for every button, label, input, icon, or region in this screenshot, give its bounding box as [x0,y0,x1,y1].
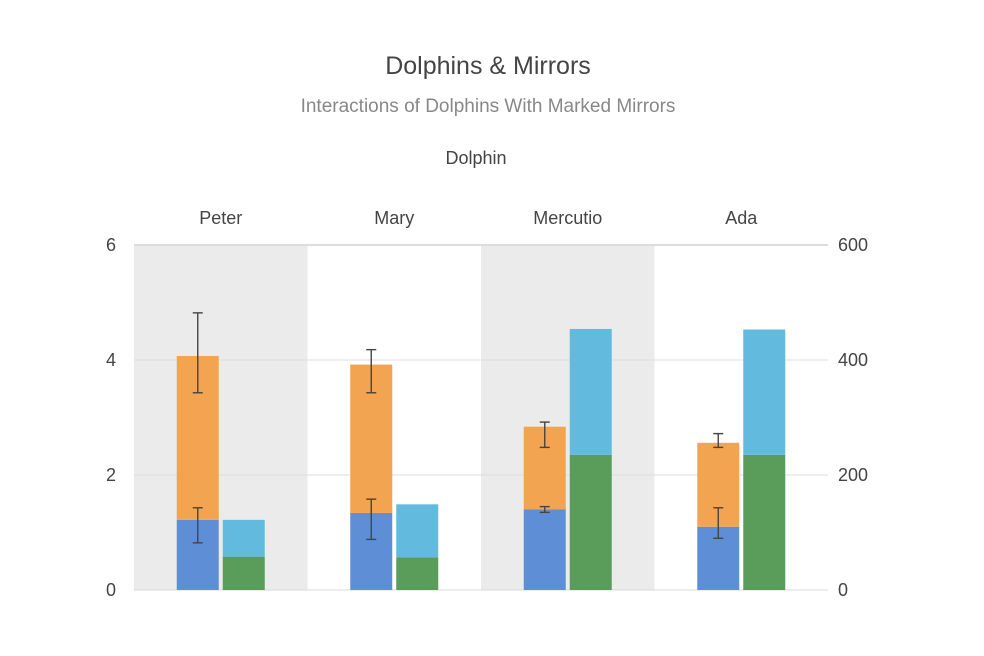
left-tick-label: 2 [106,465,116,485]
left-tick-label: 6 [106,235,116,255]
category-band [481,245,655,590]
chart-subtitle: Interactions of Dolphins With Marked Mir… [301,96,676,117]
left-tick-label: 4 [106,350,116,370]
x-axis-title: Dolphin [445,148,506,168]
category-label: Mercutio [533,208,602,228]
axis-labels: 0 2 4 6 0 200 400 600 Peter Mary Mercutio Ada [106,208,868,600]
left-tick-label: 0 [106,580,116,600]
right-tick-label: 400 [838,350,868,370]
bar [569,328,612,455]
bar [743,329,786,455]
category-label: Peter [199,208,242,228]
right-tick-label: 600 [838,235,868,255]
right-tick-label: 200 [838,465,868,485]
category-label: Ada [725,208,758,228]
category-band [134,245,308,590]
bar [569,454,612,590]
error-bars [192,312,724,544]
chart-title: Dolphins & Mirrors [385,52,591,80]
bar [222,519,265,557]
bar [743,454,786,590]
bar [396,557,439,590]
bar [523,509,566,590]
category-bands [134,245,655,590]
category-label: Mary [374,208,414,228]
bar [396,504,439,558]
right-tick-label: 0 [838,580,848,600]
bar [222,556,265,590]
